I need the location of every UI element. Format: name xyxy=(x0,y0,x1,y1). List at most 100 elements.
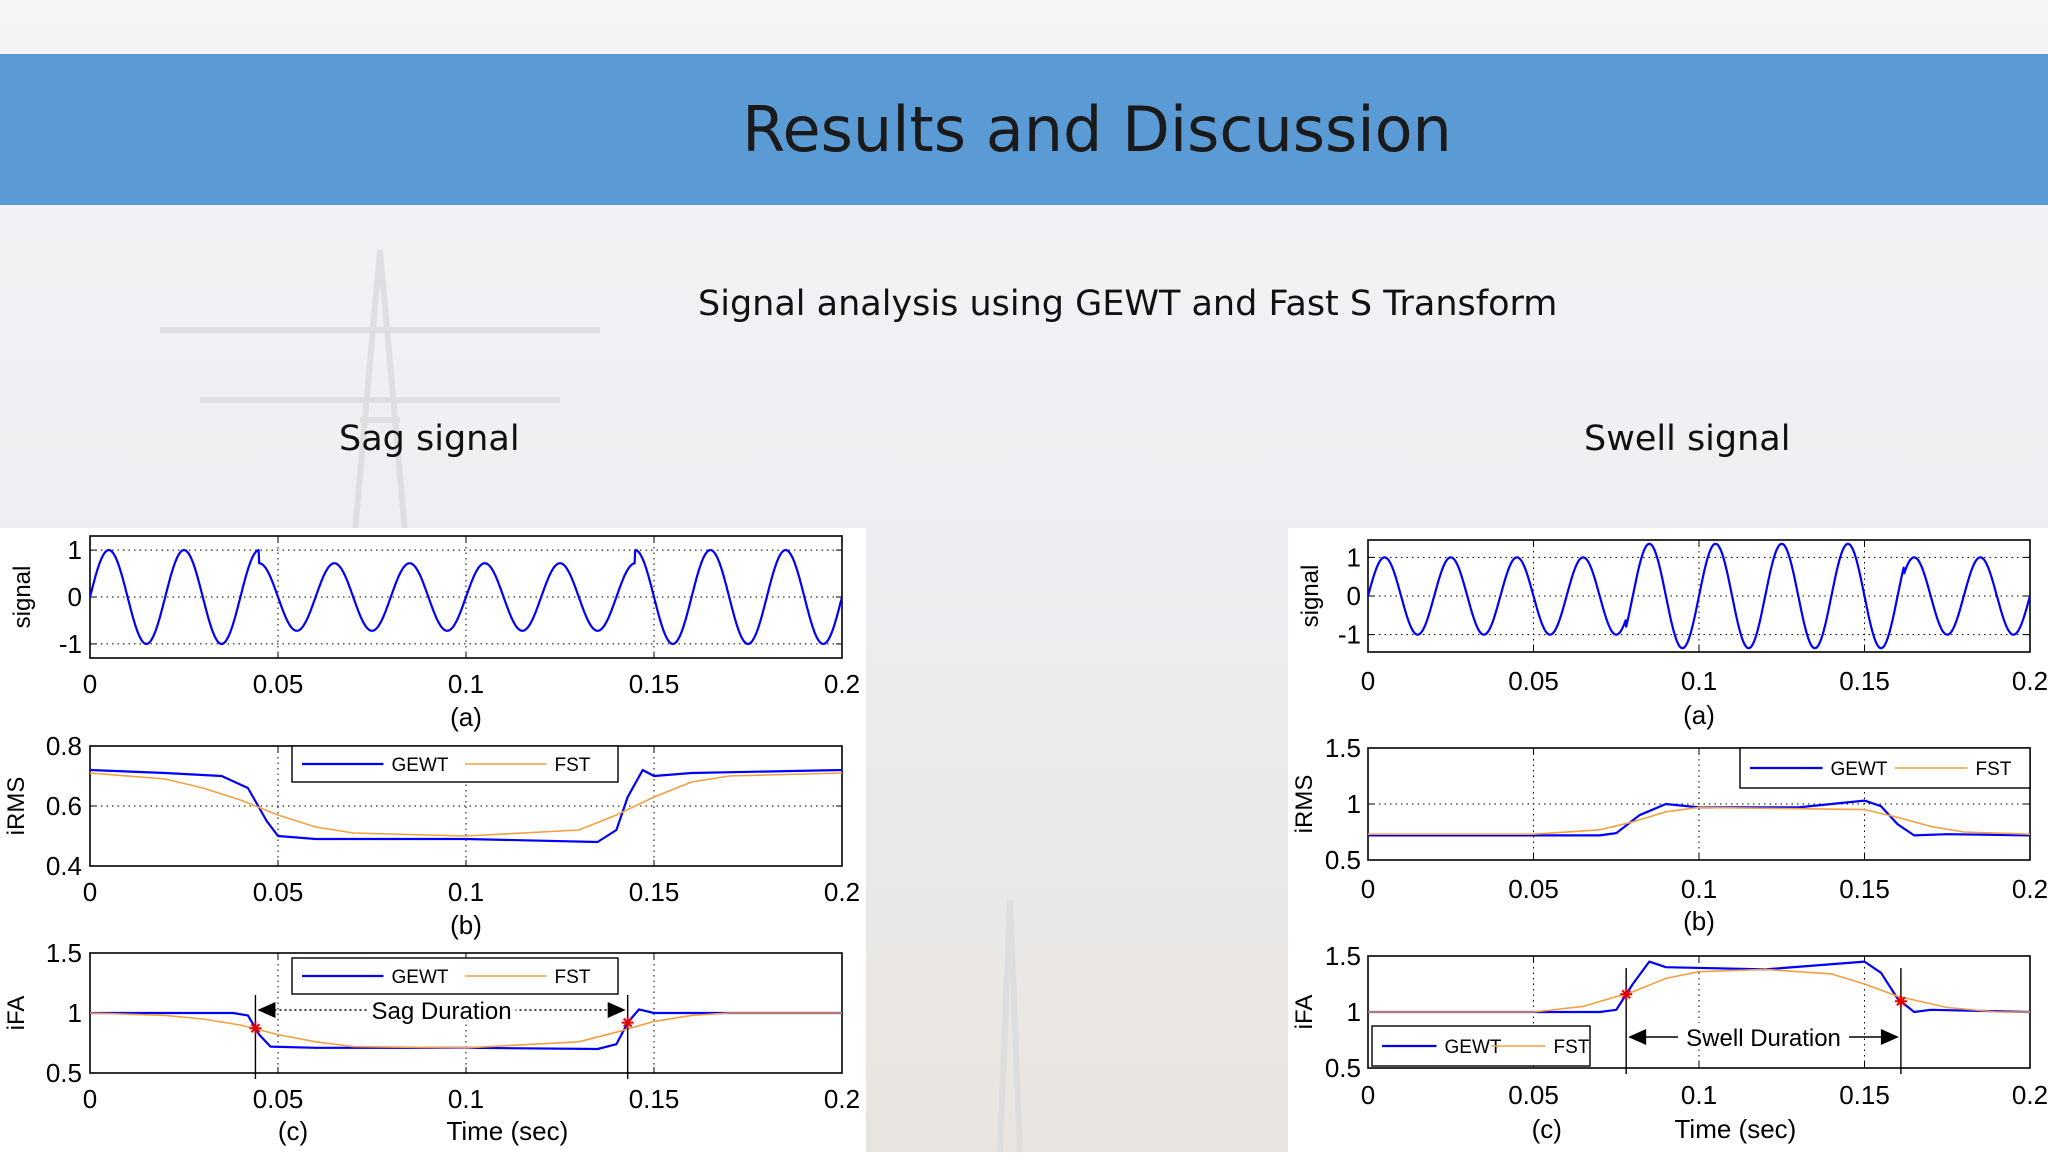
x-tick-label: 0.05 xyxy=(253,1084,304,1114)
series-line-fst xyxy=(90,772,842,837)
x-tick-label: 0 xyxy=(83,669,97,699)
series-line-gewt xyxy=(90,1008,842,1051)
duration-arrow-head-left xyxy=(257,1002,276,1018)
legend-label-gewt: GEWT xyxy=(1445,1037,1502,1058)
title-banner xyxy=(0,54,2048,205)
x-tick-label: 0.2 xyxy=(2012,666,2048,696)
x-tick-label: 0.2 xyxy=(2012,874,2048,904)
series-line-fst xyxy=(1368,806,2030,835)
x-tick-label: 0.1 xyxy=(1681,874,1717,904)
y-tick-label: 0 xyxy=(68,582,82,612)
y-tick-label: 1 xyxy=(1347,542,1361,572)
x-tick-label: 0 xyxy=(1361,874,1375,904)
y-tick-label: 0.5 xyxy=(1325,845,1361,875)
y-tick-label: 1 xyxy=(1347,789,1361,819)
duration-label: Swell Duration xyxy=(1686,1025,1841,1052)
y-tick-label: 1.5 xyxy=(1325,941,1361,971)
legend-label-fst: FST xyxy=(555,755,591,776)
sag-figure: 0 0.05 0.1 0.15 0.2 -1 0 1 signal (a) 0 0.05 0.1 0.15… xyxy=(0,528,866,1152)
duration-arrow-head-right xyxy=(607,1002,626,1018)
y-tick-label: -1 xyxy=(59,629,82,659)
x-tick-label: 0 xyxy=(83,1084,97,1114)
duration-arrow-head-left xyxy=(1628,1029,1647,1045)
subplot-label: (c) xyxy=(278,1116,308,1146)
x-tick-label: 0.15 xyxy=(1839,666,1890,696)
series-line-gewt xyxy=(90,768,842,844)
y-tick-label: 1.5 xyxy=(1325,733,1361,763)
x-tick-label: 0.1 xyxy=(1681,666,1717,696)
subplot-label: (b) xyxy=(1683,906,1715,936)
x-tick-label: 0.2 xyxy=(824,1084,860,1114)
legend-label-fst: FST xyxy=(1976,759,2012,780)
y-tick-label: 1 xyxy=(68,998,82,1028)
y-tick-label: 0.5 xyxy=(1325,1053,1361,1083)
y-tick-label: 1 xyxy=(68,535,82,565)
slide-title: Results and Discussion xyxy=(742,93,1452,166)
y-tick-label: 0.8 xyxy=(46,731,82,761)
x-tick-label: 0.2 xyxy=(824,669,860,699)
duration-marker xyxy=(1894,995,1907,1008)
y-axis-label: iRMS xyxy=(1291,775,1318,834)
series-line-fst xyxy=(90,1012,842,1049)
x-tick-label: 0 xyxy=(1361,1080,1375,1110)
series-line-signal xyxy=(1368,542,2030,650)
duration-label-bg xyxy=(367,996,516,1022)
duration-marker xyxy=(621,1016,634,1029)
duration-label-bg xyxy=(1678,1023,1850,1049)
legend-label-gewt: GEWT xyxy=(392,967,449,988)
x-tick-label: 0.1 xyxy=(448,1084,484,1114)
x-tick-label: 0.15 xyxy=(629,1084,680,1114)
x-tick-label: 0.05 xyxy=(253,669,304,699)
duration-arrow-head-right xyxy=(1880,1029,1899,1045)
subplot-label: (a) xyxy=(1683,700,1715,730)
subplot-swell-b: 0 0.05 0.1 0.15 0.2 0.5 1 1.5 iRMS (b) GEWT FST xyxy=(1291,733,2048,936)
x-tick-label: 0.2 xyxy=(2012,1080,2048,1110)
subplot-swell-c: 0 0.05 0.1 0.15 0.2 0.5 1 1.5 iFA (c) Time (sec) GE… xyxy=(1291,941,2048,1144)
x-tick-label: 0.1 xyxy=(1681,1080,1717,1110)
x-tick-label: 0.2 xyxy=(824,877,860,907)
subplot-label: (c) xyxy=(1532,1114,1562,1144)
subplot-sag-c: 0 0.05 0.1 0.15 0.2 0.5 1 1.5 iFA (c) Time (sec) GE… xyxy=(3,938,860,1146)
y-tick-label: -1 xyxy=(1338,620,1361,650)
x-tick-label: 0.05 xyxy=(1508,1080,1559,1110)
x-tick-label: 0.05 xyxy=(1508,874,1559,904)
x-tick-label: 0.05 xyxy=(253,877,304,907)
y-axis-label: iRMS xyxy=(3,777,30,836)
y-axis-label: iFA xyxy=(3,996,30,1031)
series-line-fst xyxy=(1368,968,2030,1013)
swell-figure: 0 0.05 0.1 0.15 0.2 -1 0 1 signal (a) 0 0.05 0.1 0.15… xyxy=(1288,528,2048,1152)
series-line-signal xyxy=(90,549,842,645)
y-tick-label: 1 xyxy=(1347,997,1361,1027)
y-tick-label: 0.5 xyxy=(46,1058,82,1088)
x-tick-label: 0 xyxy=(1361,666,1375,696)
x-tick-label: 0.1 xyxy=(448,877,484,907)
y-axis-label: iFA xyxy=(1291,995,1318,1030)
x-tick-label: 0.1 xyxy=(448,669,484,699)
x-tick-label: 0.15 xyxy=(1839,1080,1890,1110)
x-tick-label: 0.15 xyxy=(1839,874,1890,904)
duration-marker xyxy=(1620,988,1633,1001)
series-line-gewt xyxy=(1368,799,2030,837)
y-axis-label: signal xyxy=(9,566,36,629)
sag-signal-caption: Sag signal xyxy=(339,419,520,459)
x-axis-label: Time (sec) xyxy=(1675,1114,1797,1144)
x-tick-label: 0.15 xyxy=(629,669,680,699)
legend-label-fst: FST xyxy=(555,967,591,988)
y-tick-label: 0.6 xyxy=(46,791,82,821)
x-axis-label: Time (sec) xyxy=(446,1116,568,1146)
y-axis-label: signal xyxy=(1297,565,1324,628)
duration-marker xyxy=(249,1022,262,1035)
legend-label-gewt: GEWT xyxy=(1831,759,1888,780)
x-tick-label: 0 xyxy=(83,877,97,907)
y-tick-label: 0 xyxy=(1347,581,1361,611)
x-tick-label: 0.05 xyxy=(1508,666,1559,696)
y-tick-label: 1.5 xyxy=(46,938,82,968)
y-tick-label: 0.4 xyxy=(46,851,82,881)
swell-signal-caption: Swell signal xyxy=(1584,419,1791,459)
x-tick-label: 0.15 xyxy=(629,877,680,907)
subplot-sag-b: 0 0.05 0.1 0.15 0.2 0.4 0.6 0.8 iRMS (b) GEWT FST xyxy=(3,731,860,940)
